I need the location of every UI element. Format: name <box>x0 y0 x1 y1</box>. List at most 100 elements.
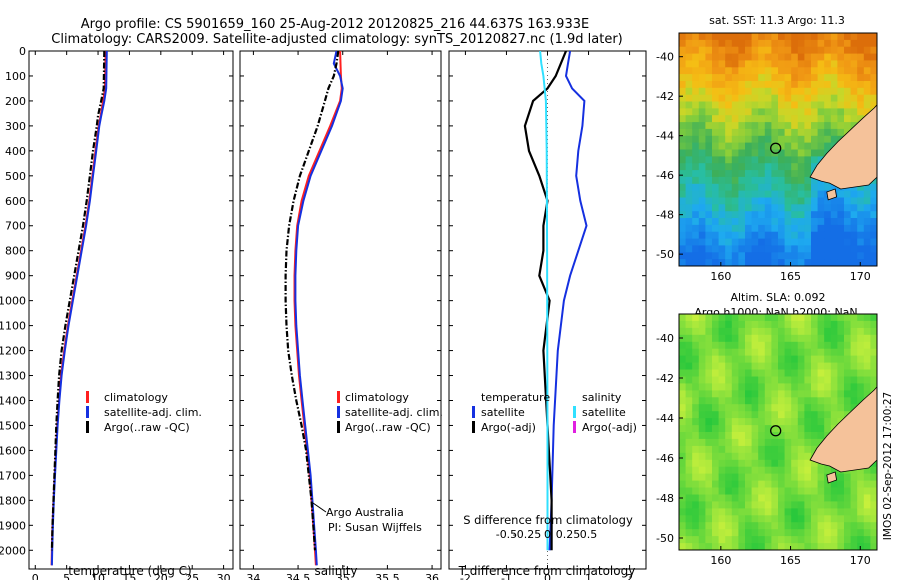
sst-map-grid-cell <box>731 60 739 68</box>
sla-map-grid-cell <box>764 355 772 364</box>
sst-map-grid-cell <box>745 211 753 219</box>
sst-map-grid-cell <box>778 87 786 96</box>
sla-map-grid-cell <box>778 390 786 398</box>
sst-map-grid-cell <box>679 252 687 260</box>
sla-map-panel: Altim. SLA: 0.092 Argo h1000: NaN h2000:… <box>656 291 878 567</box>
sla-map-grid-cell <box>870 376 877 384</box>
sst-map-grid-cell <box>718 183 726 192</box>
sla-map-y-tick-label: -50 <box>656 532 674 545</box>
sst-map-grid-cell <box>863 231 871 240</box>
sla-map-grid-cell <box>771 529 779 537</box>
sla-map-grid-cell <box>797 543 805 550</box>
sst-map-grid-cell <box>705 67 713 75</box>
sla-map-grid-cell <box>712 383 720 391</box>
sst-map-grid-cell <box>811 176 819 185</box>
sla-map-grid-cell <box>725 320 733 329</box>
sla-map-grid-cell <box>679 480 687 489</box>
sst-map-grid-cell <box>804 259 812 266</box>
x-tick-label: 10 <box>91 572 105 580</box>
sst-map-grid-cell <box>791 211 799 219</box>
sla-map-grid-cell <box>685 452 693 461</box>
sla-map-grid-cell <box>791 452 799 461</box>
sla-map-grid-cell <box>778 473 786 482</box>
sst-map-grid-cell <box>685 122 693 130</box>
sla-map-grid-cell <box>705 334 713 343</box>
sst-map-grid-cell <box>811 87 819 96</box>
sst-map-grid-cell <box>837 46 845 55</box>
sst-map-grid-cell <box>705 94 713 103</box>
sst-map-grid-cell <box>778 176 786 185</box>
sla-map-grid-cell <box>692 369 700 377</box>
sla-map-grid-cell <box>844 334 852 343</box>
sst-map-grid-cell <box>804 108 812 116</box>
sst-map-grid-cell <box>778 252 786 260</box>
sst-map-grid-cell <box>738 87 746 96</box>
sst-map-grid-cell <box>731 245 739 253</box>
sla-map-grid-cell <box>870 494 877 502</box>
sla-map-grid-cell <box>712 314 720 322</box>
sla-map-grid-cell <box>764 445 772 454</box>
sst-map-grid-cell <box>784 211 792 219</box>
y-tick-label: 1000 <box>0 295 26 308</box>
sla-map-grid-cell <box>844 536 852 544</box>
sla-map-grid-cell <box>784 425 792 433</box>
sst-map-grid-cell <box>784 245 792 253</box>
sst-map-grid-cell <box>692 74 700 82</box>
sla-map-grid-cell <box>758 418 766 426</box>
sst-map-grid-cell <box>712 87 720 96</box>
sla-map-grid-cell <box>850 390 858 398</box>
sst-map-grid-cell <box>797 87 805 96</box>
sst-map-grid-cell <box>844 245 852 253</box>
sla-map-grid-cell <box>718 445 726 454</box>
sla-map-grid-cell <box>817 529 825 537</box>
sla-map-grid-cell <box>804 480 812 489</box>
y-tick-label: 1200 <box>0 345 26 358</box>
sla-map-grid-cell <box>692 341 700 350</box>
sst-map-grid-cell <box>844 74 852 82</box>
sla-map-grid-cell <box>731 452 739 461</box>
sst-map-grid-cell <box>830 218 838 226</box>
sla-map-grid-cell <box>712 404 720 412</box>
sla-map-grid-cell <box>718 411 726 419</box>
sst-map-grid-cell <box>804 211 812 219</box>
sla-map-grid-cell <box>705 536 713 544</box>
sst-map-grid-cell <box>731 190 739 199</box>
sst-map-grid-cell <box>705 115 713 123</box>
sst-map-grid-cell <box>738 53 746 62</box>
sla-map-grid-cell <box>844 473 852 482</box>
x-tick-label: -2 <box>460 572 471 580</box>
sst-map-grid-cell <box>784 94 792 103</box>
sst-map-grid-cell <box>870 94 877 103</box>
sla-map-grid-cell <box>679 383 687 391</box>
sla-map-grid-cell <box>764 425 772 433</box>
sst-map-grid-cell <box>837 197 845 205</box>
sla-map-grid-cell <box>811 501 819 509</box>
x-tick-label: -1 <box>501 572 512 580</box>
sst-map-grid-cell <box>725 238 733 247</box>
sst-map-grid-cell <box>804 122 812 130</box>
sst-map-grid-cell <box>679 94 687 103</box>
sla-map-grid-cell <box>811 341 819 350</box>
sst-map-grid-cell <box>784 122 792 130</box>
sst-map-grid-cell <box>758 87 766 96</box>
sst-map-grid-cell <box>692 122 700 130</box>
sla-map-grid-cell <box>718 314 726 322</box>
sla-map-grid-cell <box>830 327 838 336</box>
sla-map-grid-cell <box>784 473 792 482</box>
sla-map-grid-cell <box>837 383 845 391</box>
sla-map-grid-cell <box>679 529 687 537</box>
sst-map-grid-cell <box>738 94 746 103</box>
sst-map-grid-cell <box>758 142 766 151</box>
sla-map-grid-cell <box>751 418 759 426</box>
sla-map-grid-cell <box>850 327 858 336</box>
sst-map-grid-cell <box>685 218 693 226</box>
sla-map-grid-cell <box>844 480 852 489</box>
sla-map-grid-cell <box>764 390 772 398</box>
sst-map-grid-cell <box>771 163 779 171</box>
sla-map-grid-cell <box>778 487 786 495</box>
sst-map-grid-cell <box>863 197 871 205</box>
sla-map-grid-cell <box>797 411 805 419</box>
sla-map-grid-cell <box>811 334 819 343</box>
sla-map-grid-cell <box>824 404 832 412</box>
sst-map-grid-cell <box>712 197 720 205</box>
